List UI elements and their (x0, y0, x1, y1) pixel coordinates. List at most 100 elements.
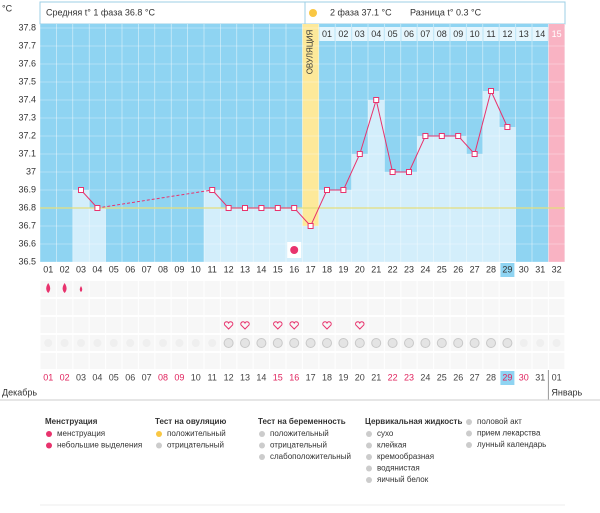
medication-icon (256, 338, 267, 348)
date-label: 26 (453, 372, 463, 382)
point (209, 187, 216, 193)
symbol-cell (516, 317, 532, 333)
symbol-cell (89, 299, 106, 315)
y-tick-label: 36.6 (18, 238, 36, 248)
date-label: 02 (60, 372, 70, 382)
medication-icon (322, 338, 332, 348)
symbol-cell (253, 353, 270, 369)
x-tick-label: 31 (535, 264, 545, 274)
legend-item: половой акт (477, 417, 522, 426)
symbol-cell (434, 353, 450, 369)
legend-item: кремообразная (377, 452, 434, 461)
symbol-cell (122, 353, 138, 369)
x-tick-label: 24 (420, 264, 430, 274)
point (422, 133, 429, 139)
phase2-cell (417, 27, 434, 41)
pill-slot (126, 339, 135, 347)
symbol-cell (384, 353, 401, 369)
date-label: 27 (470, 372, 480, 382)
gap-connector (97, 189, 213, 209)
bar (450, 136, 467, 262)
symbol-cell (352, 281, 368, 297)
x-tick-label: 28 (486, 264, 496, 274)
point (307, 223, 314, 229)
medication-icon (338, 338, 349, 348)
symbol-cell (450, 317, 466, 333)
date-label: 01 (43, 372, 53, 382)
x-tick-label: 05 (109, 264, 119, 274)
x-tick-label: 01 (43, 264, 53, 274)
symbol-cell (466, 317, 483, 333)
medication-icon (469, 338, 480, 348)
symbol-cell (138, 317, 155, 333)
medication-icon (305, 338, 316, 348)
phase2-cell (499, 27, 516, 41)
date-label: 25 (437, 372, 447, 382)
symbol-cell (450, 353, 466, 369)
point (274, 205, 281, 211)
x-tick-label: 27 (470, 264, 480, 274)
symbol-cell (335, 353, 352, 369)
symbol-cell (122, 299, 138, 315)
pill-slot (159, 339, 167, 347)
symbol-cell (368, 317, 384, 333)
legend-item: отрицательный (167, 441, 224, 450)
symbol-cell (204, 281, 220, 297)
y-tick-label: 36.8 (18, 202, 36, 212)
bar (269, 208, 286, 262)
spotting-icon (79, 286, 83, 292)
legend-icon (366, 442, 372, 449)
bar (89, 208, 106, 262)
symbol-cell (106, 281, 122, 297)
x-tick-label: 16 (289, 264, 299, 274)
symbol-cell (434, 281, 450, 297)
legend-item: яичный белок (377, 475, 429, 484)
symbol-cell (417, 281, 434, 297)
symbol-cell (417, 353, 434, 369)
symbol-cell (532, 281, 548, 297)
y-tick-label: 37 (26, 166, 36, 176)
symbol-cell (499, 317, 516, 333)
symbol-cell (434, 317, 450, 333)
legend-icon (259, 454, 265, 460)
symbol-cell (532, 353, 548, 369)
current-day-box (500, 263, 515, 277)
symbol-cell (384, 317, 401, 333)
symbol-cell (319, 281, 335, 297)
phase2-label: 13 (519, 29, 529, 39)
symbol-cell (401, 299, 417, 315)
symbol-cell (548, 299, 565, 315)
x-tick-label: 08 (158, 264, 168, 274)
x-tick-label: 02 (60, 264, 70, 274)
date-label: 08 (158, 372, 168, 382)
phase2-label: 08 (437, 29, 447, 39)
symbol-cell (483, 281, 499, 297)
symbol-cell (253, 281, 270, 297)
legend-title: Тест на овуляцию (155, 417, 226, 426)
symbol-cell (401, 317, 417, 333)
symbol-cell (450, 299, 466, 315)
symbol-cell (466, 299, 483, 315)
symbol-cell (516, 353, 532, 369)
symbol-cell (548, 281, 565, 297)
symbol-cell (384, 281, 401, 297)
legend-icon (366, 465, 372, 472)
phase2-label: 14 (535, 29, 545, 39)
legend-icon (156, 442, 162, 449)
point (406, 169, 412, 175)
date-label: 21 (371, 372, 381, 382)
medication-icon (502, 338, 513, 348)
bar (482, 91, 500, 262)
symbol-cell (40, 299, 56, 315)
symbol-cell (204, 299, 220, 315)
date-label: 31 (535, 372, 545, 382)
date-label: 30 (519, 372, 529, 382)
symbol-cell (352, 353, 368, 369)
bar (499, 127, 516, 262)
point (291, 205, 298, 211)
symbol-cell (237, 317, 253, 333)
medication-icon (289, 338, 300, 348)
symbol-cell (401, 353, 417, 369)
legend-item: менструация (57, 429, 105, 438)
symbol-cell (302, 281, 319, 297)
